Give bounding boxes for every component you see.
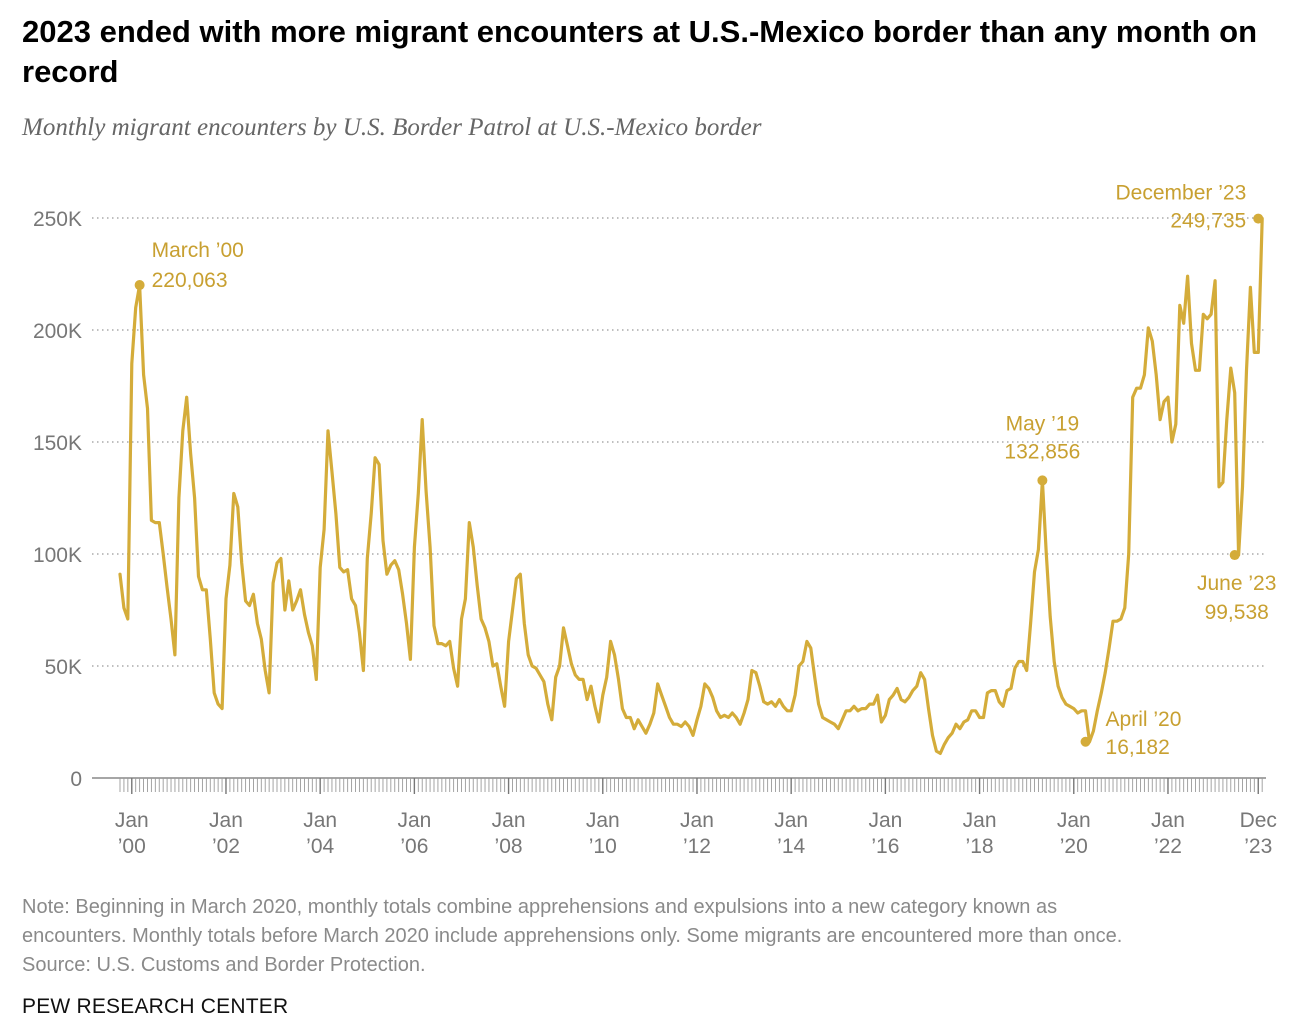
x-tick-label-year: ’08 [495, 835, 523, 858]
x-axis [92, 777, 1266, 794]
gridlines [92, 217, 1266, 667]
annotations: March ’00 220,063 May ’19 132,856 April ’20 1… [134, 182, 1276, 759]
x-tick-label: Jan [1057, 809, 1091, 832]
x-tick-label: Jan [397, 809, 431, 832]
x-tick-label-year: ’04 [306, 835, 334, 858]
annotation-dot-may-2019 [1037, 475, 1048, 486]
x-tick-label-year: ’02 [212, 835, 240, 858]
y-tick-label: 150K [33, 432, 82, 455]
x-tick-label-year: ’10 [589, 835, 617, 858]
annotation-label-peak-2000: March ’00 [152, 239, 244, 262]
y-axis-tick-labels: 0 50K 100K 150K 200K 250K [33, 208, 82, 791]
annotation-label-december-2023: December ’23 [1116, 182, 1247, 205]
pew-research-center-credit: PEW RESEARCH CENTER [22, 995, 289, 1018]
x-tick-label-year: ’12 [683, 835, 711, 858]
x-tick-label: Jan [586, 809, 620, 832]
annotation-value-peak-2000: 220,063 [152, 269, 228, 292]
annotation-value-december-2023: 249,735 [1170, 210, 1246, 233]
x-tick-label: Jan [963, 809, 997, 832]
x-tick-label: Jan [680, 809, 714, 832]
annotation-dot-peak-2000 [134, 280, 145, 291]
x-tick-label-year: ’14 [777, 835, 805, 858]
annotation-label-june-2023: June ’23 [1197, 572, 1276, 595]
annotation-value-may-2019: 132,856 [1004, 440, 1080, 463]
note-line-1: Note: Beginning in March 2020, monthly t… [22, 896, 1058, 918]
x-tick-label: Jan [1151, 809, 1185, 832]
chart-subtitle: Monthly migrant encounters by U.S. Borde… [22, 114, 762, 141]
annotation-dot-december-2023 [1253, 213, 1264, 224]
x-tick-label-year: ’16 [871, 835, 899, 858]
x-tick-label-year: ’20 [1060, 835, 1088, 858]
y-tick-label: 100K [33, 544, 82, 567]
series-line-monthly-encounters [118, 217, 1264, 755]
chart-note: Note: Beginning in March 2020, monthly t… [22, 893, 1297, 980]
x-tick-label-year: ’06 [400, 835, 428, 858]
x-tick-label: Dec [1240, 809, 1277, 832]
annotation-value-april-2020: 16,182 [1106, 736, 1170, 759]
annotation-label-april-2020: April ’20 [1106, 708, 1182, 731]
annotation-label-may-2019: May ’19 [1006, 412, 1080, 435]
x-tick-label: Jan [774, 809, 808, 832]
note-line-2: encounters. Monthly totals before March … [22, 925, 1123, 947]
x-tick-label: Jan [115, 809, 149, 832]
x-tick-label: Jan [209, 809, 243, 832]
y-tick-label: 200K [33, 320, 82, 343]
x-tick-label: Jan [868, 809, 902, 832]
y-tick-label: 0 [70, 768, 82, 791]
x-tick-label-year: ’00 [118, 835, 146, 858]
x-tick-label-year: ’18 [966, 835, 994, 858]
x-tick-label-year: ’22 [1154, 835, 1182, 858]
chart-title: 2023 ended with more migrant encounters … [22, 14, 1258, 89]
x-tick-label: Jan [303, 809, 337, 832]
annotation-value-june-2023: 99,538 [1205, 601, 1269, 624]
annotation-dot-june-2023 [1229, 550, 1240, 561]
y-tick-label: 50K [45, 656, 82, 679]
x-tick-label-year: ’23 [1244, 835, 1272, 858]
x-axis-tick-labels: Jan ’00 Jan ’02 Jan ’04 Jan ’06 Jan ’08 Jan ’10 Jan ’… [115, 809, 1277, 858]
annotation-dot-april-2020 [1080, 736, 1091, 747]
note-source: Source: U.S. Customs and Border Protecti… [22, 954, 426, 976]
x-tick-label: Jan [492, 809, 526, 832]
y-tick-label: 250K [33, 208, 82, 231]
